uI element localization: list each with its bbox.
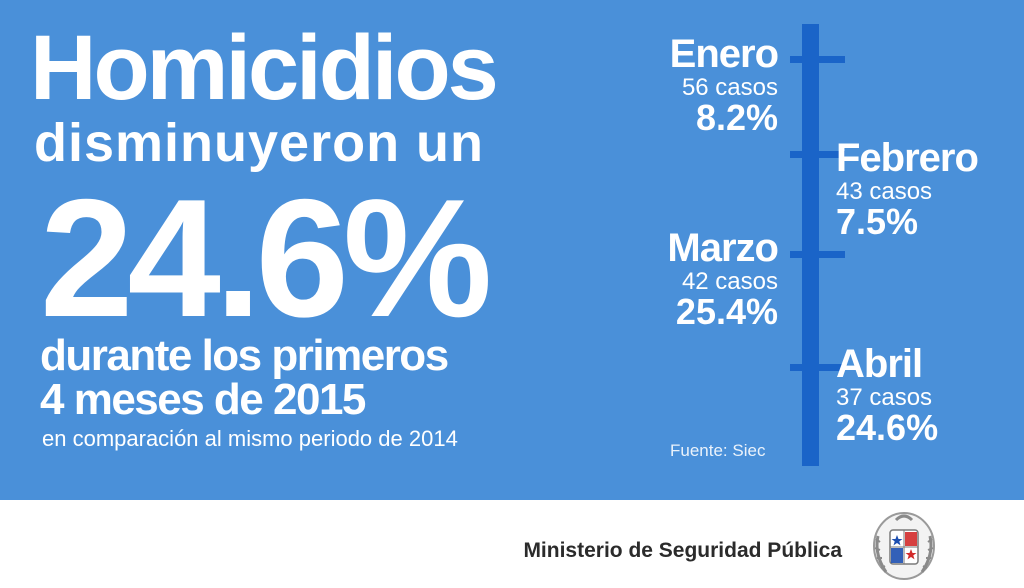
timeline-tick-marzo — [790, 251, 845, 258]
ministry-seal-icon — [873, 512, 935, 580]
timeline-axis — [802, 24, 819, 466]
headline-period-line1: durante los primeros — [40, 331, 449, 380]
month-name: Abril — [836, 342, 923, 386]
footer-bar: Ministerio de Seguridad Pública — [0, 500, 1024, 588]
timeline-month-enero: Enero 56 casos 8.2% — [669, 32, 779, 138]
month-percent: 24.6% — [836, 407, 939, 448]
headline-title: Homicidios — [30, 17, 499, 119]
timeline-tick-abril — [790, 364, 845, 371]
ministry-name: Ministerio de Seguridad Pública — [523, 539, 842, 562]
month-percent: 7.5% — [836, 201, 919, 242]
month-cases: 56 casos — [681, 74, 778, 101]
month-name: Febrero — [836, 136, 979, 180]
headline-decline-text: disminuyeron un — [34, 113, 485, 173]
infographic-panel: Homicidios disminuyeron un 24.6% durante… — [0, 0, 1024, 500]
timeline-tick-enero — [790, 56, 845, 63]
month-percent: 8.2% — [695, 97, 778, 138]
month-name: Marzo — [667, 226, 779, 270]
month-percent: 25.4% — [675, 291, 778, 332]
timeline-month-marzo: Marzo 42 casos 25.4% — [667, 226, 779, 332]
headline-comparison: en comparación al mismo periodo de 2014 — [42, 426, 458, 451]
month-cases: 43 casos — [836, 178, 933, 205]
timeline-month-abril: Abril 37 casos 24.6% — [836, 344, 938, 446]
month-cases: 37 casos — [836, 384, 933, 411]
month-cases: 42 casos — [681, 268, 778, 295]
headline-period-line2: 4 meses de 2015 — [40, 375, 366, 424]
source-note: Fuente: Siec — [670, 441, 766, 460]
timeline-month-febrero: Febrero 43 casos 7.5% — [836, 136, 979, 242]
headline-percent: 24.6% — [40, 164, 492, 352]
timeline-tick-febrero — [790, 151, 845, 158]
month-name: Enero — [669, 32, 779, 76]
